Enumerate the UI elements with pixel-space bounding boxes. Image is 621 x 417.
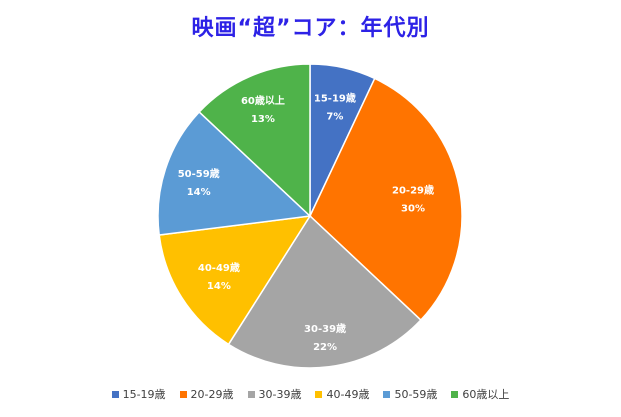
legend-item: 20-29歳 xyxy=(179,386,234,402)
slice-category-label: 20-29歳 xyxy=(392,183,434,196)
legend-label: 40-49歳 xyxy=(326,388,370,401)
pie-slice-3 xyxy=(227,214,422,369)
legend-item: 30-39歳 xyxy=(247,386,302,402)
legend-swatch xyxy=(111,390,119,398)
legend-label: 20-29歳 xyxy=(190,388,234,401)
slice-category-label: 15-19歳 xyxy=(314,92,356,105)
legend: 15-19歳 20-29歳 30-39歳 40-49歳 50-59歳 60歳以上 xyxy=(0,386,621,402)
slice-category-label: 40-49歳 xyxy=(198,261,240,274)
slice-category-label: 50-59歳 xyxy=(178,167,220,180)
legend-swatch xyxy=(383,390,391,398)
slice-percent-label: 7% xyxy=(326,112,343,123)
legend-label: 15-19歳 xyxy=(122,388,166,401)
legend-swatch xyxy=(247,390,255,398)
pie-slice-5 xyxy=(157,110,312,236)
legend-swatch xyxy=(179,390,187,398)
slice-percent-label: 30% xyxy=(401,203,425,214)
legend-label: 60歳以上 xyxy=(462,388,510,401)
legend-item: 40-49歳 xyxy=(315,386,369,402)
legend-label: 30-39歳 xyxy=(258,388,302,401)
slice-percent-label: 13% xyxy=(251,114,275,125)
slice-category-label: 60歳以上 xyxy=(241,94,285,107)
slice-category-label: 30-39歳 xyxy=(304,322,346,335)
legend-item: 15-19歳 xyxy=(111,386,166,402)
legend-item: 60歳以上 xyxy=(451,386,509,402)
legend-label: 50-59歳 xyxy=(394,388,438,401)
slice-percent-label: 14% xyxy=(207,281,231,292)
pie-slice-2 xyxy=(309,77,463,322)
legend-item: 50-59歳 xyxy=(383,386,437,402)
legend-swatch xyxy=(315,390,323,398)
slice-percent-label: 14% xyxy=(187,187,211,198)
legend-swatch xyxy=(451,390,459,398)
pie-slice-6 xyxy=(198,63,311,218)
slice-percent-label: 22% xyxy=(313,342,337,353)
pie-slice-4 xyxy=(158,215,312,346)
chart-title: 映画“超”コア：年代別 xyxy=(191,16,430,41)
